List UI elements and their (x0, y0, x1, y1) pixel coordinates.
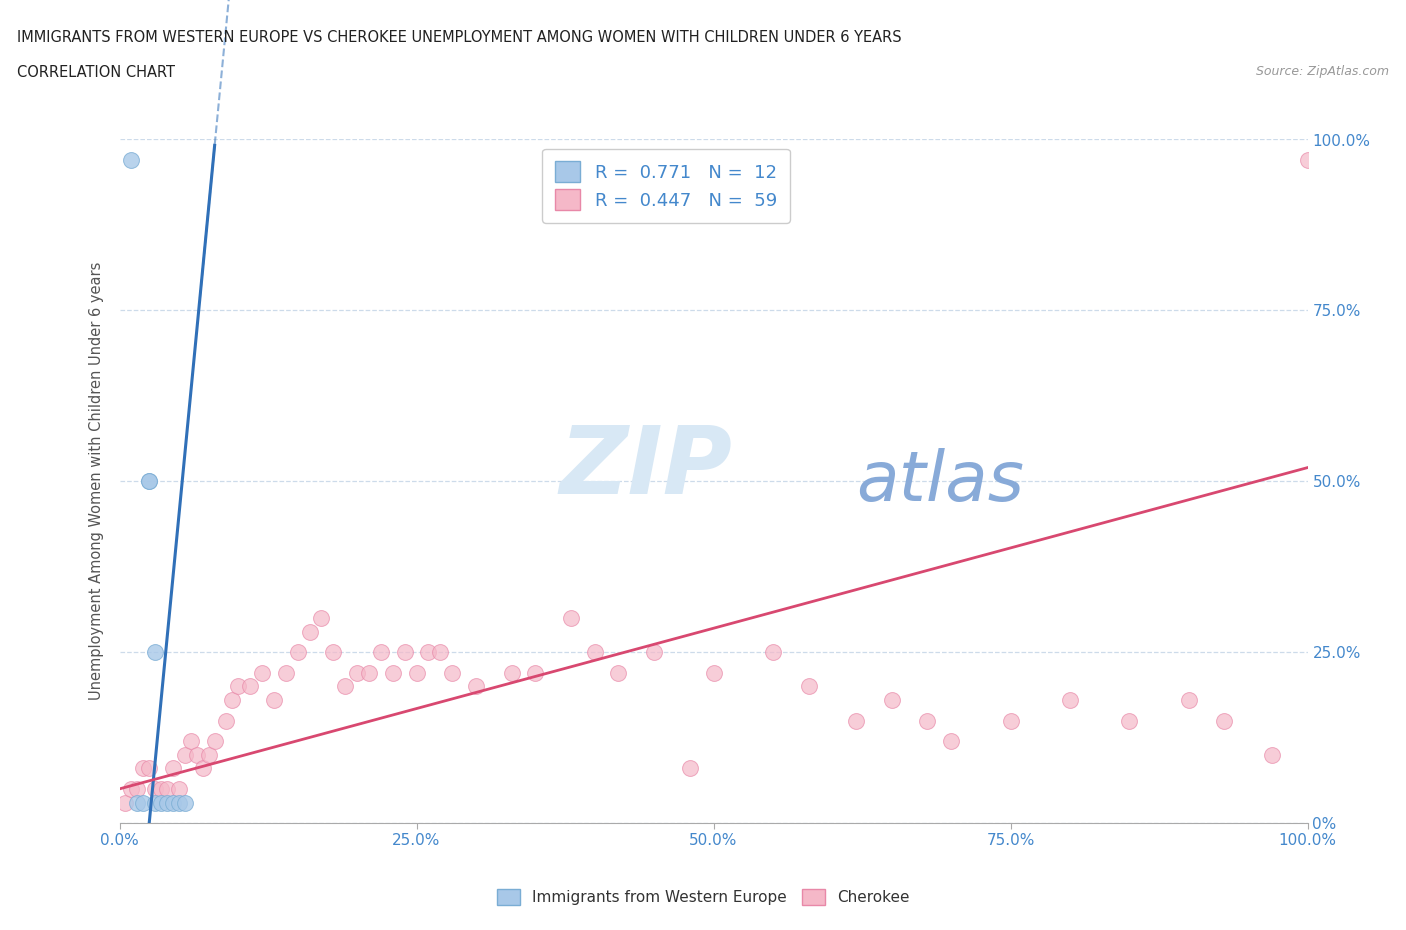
Point (162, 795, 184, 810)
Point (1118, 713, 1140, 728)
Point (114, 795, 136, 810)
Point (357, 665, 380, 680)
Point (322, 644, 344, 659)
Point (173, 748, 195, 763)
Point (311, 611, 333, 626)
Point (156, 795, 179, 810)
Point (524, 665, 547, 680)
Point (370, 644, 392, 659)
Legend: R =  0.771   N =  12, R =  0.447   N =  59: R = 0.771 N = 12, R = 0.447 N = 59 (543, 149, 790, 223)
Text: ZIP: ZIP (560, 421, 733, 513)
Point (138, 761, 160, 776)
Legend: Immigrants from Western Europe, Cherokee: Immigrants from Western Europe, Cherokee (489, 882, 917, 913)
Point (1296, 153, 1319, 167)
Point (127, 795, 149, 810)
Point (263, 693, 285, 708)
Point (143, 781, 166, 796)
Point (880, 693, 903, 708)
Point (845, 713, 868, 728)
Y-axis label: Unemployment Among Women with Children Under 6 years: Unemployment Among Women with Children U… (89, 262, 104, 700)
Point (197, 748, 219, 763)
Point (346, 665, 368, 680)
Point (797, 679, 820, 694)
Point (679, 761, 702, 776)
Point (1213, 713, 1236, 728)
Point (335, 679, 357, 694)
Point (143, 644, 166, 659)
Point (394, 644, 416, 659)
Point (441, 665, 464, 680)
Point (120, 153, 142, 167)
Point (138, 474, 160, 489)
Point (239, 679, 262, 694)
Point (221, 693, 243, 708)
Point (167, 795, 190, 810)
Point (250, 665, 273, 680)
Point (127, 781, 149, 796)
Point (167, 781, 190, 796)
Point (132, 795, 155, 810)
Point (607, 665, 630, 680)
Point (150, 795, 173, 810)
Point (156, 781, 179, 796)
Point (464, 679, 488, 694)
Point (762, 644, 785, 659)
Point (381, 665, 404, 680)
Point (215, 713, 238, 728)
Point (917, 713, 939, 728)
Point (643, 644, 665, 659)
Point (186, 748, 208, 763)
Point (1059, 693, 1081, 708)
Point (143, 795, 166, 810)
Point (150, 781, 173, 796)
Point (429, 644, 451, 659)
Point (1178, 693, 1201, 708)
Text: CORRELATION CHART: CORRELATION CHART (17, 65, 174, 80)
Point (287, 644, 309, 659)
Text: atlas: atlas (856, 447, 1024, 515)
Point (583, 644, 606, 659)
Point (1000, 713, 1022, 728)
Point (204, 734, 226, 749)
Text: Source: ZipAtlas.com: Source: ZipAtlas.com (1256, 65, 1389, 78)
Point (274, 665, 297, 680)
Point (180, 734, 202, 749)
Point (173, 795, 195, 810)
Point (191, 761, 214, 776)
Point (939, 734, 962, 749)
Point (132, 761, 155, 776)
Point (1261, 748, 1284, 763)
Text: IMMIGRANTS FROM WESTERN EUROPE VS CHEROKEE UNEMPLOYMENT AMONG WOMEN WITH CHILDRE: IMMIGRANTS FROM WESTERN EUROPE VS CHEROK… (17, 30, 901, 45)
Point (228, 679, 250, 694)
Point (418, 644, 440, 659)
Point (702, 665, 725, 680)
Point (298, 624, 321, 639)
Point (120, 781, 142, 796)
Point (501, 665, 523, 680)
Point (138, 474, 160, 489)
Point (405, 665, 427, 680)
Point (560, 611, 582, 626)
Point (162, 761, 184, 776)
